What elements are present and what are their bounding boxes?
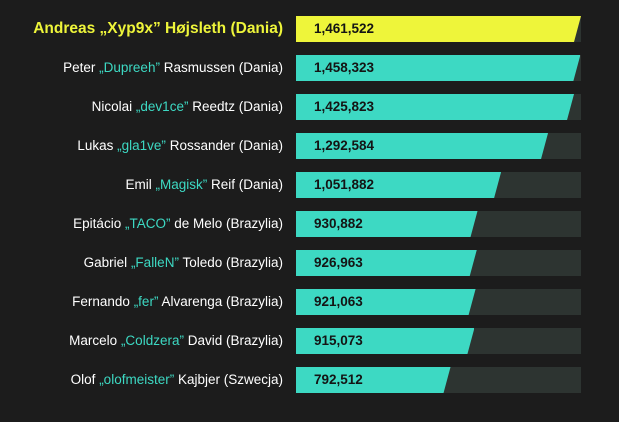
bar-track: 915,073 bbox=[296, 328, 581, 354]
player-label: Peter „Dupreeh” Rasmussen (Dania) bbox=[63, 55, 283, 81]
player-nickname: „Magisk” bbox=[155, 177, 208, 192]
player-surname-country: de Melo (Brazylia) bbox=[170, 216, 283, 231]
player-surname-country: Kajbjer (Szwecja) bbox=[174, 372, 283, 387]
bar bbox=[296, 133, 548, 159]
player-first-name: Andreas bbox=[33, 20, 100, 37]
bar-track: 1,425,823 bbox=[296, 94, 581, 120]
bar-track: 792,512 bbox=[296, 367, 581, 393]
player-nickname: „FalleN” bbox=[130, 255, 179, 270]
player-surname-country: Toledo (Brazylia) bbox=[178, 255, 283, 270]
player-label: Gabriel „FalleN” Toledo (Brazylia) bbox=[84, 250, 283, 276]
player-label: Nicolai „dev1ce” Reedtz (Dania) bbox=[92, 94, 283, 120]
player-nickname: „Coldzera” bbox=[120, 333, 184, 348]
bar bbox=[296, 94, 574, 120]
bar-row: Emil „Magisk” Reif (Dania) 1,051,882 bbox=[0, 172, 619, 198]
player-label: Emil „Magisk” Reif (Dania) bbox=[125, 172, 283, 198]
bar-track: 1,292,584 bbox=[296, 133, 581, 159]
bar-value-label: 1,051,882 bbox=[314, 177, 375, 192]
bar bbox=[296, 367, 451, 393]
player-surname-country: Alvarenga (Brazylia) bbox=[158, 294, 283, 309]
bar-value-label: 1,292,584 bbox=[314, 138, 375, 153]
bar bbox=[296, 55, 580, 81]
bar-track: 1,458,323 bbox=[296, 55, 581, 81]
player-label: Marcelo „Coldzera” David (Brazylia) bbox=[69, 328, 283, 354]
player-first-name: Fernando bbox=[72, 294, 134, 309]
bar-row: Peter „Dupreeh” Rasmussen (Dania) 1,458,3… bbox=[0, 55, 619, 81]
bar-row: Epitácio „TACO” de Melo (Brazylia) 930,88… bbox=[0, 211, 619, 237]
bar-row: Gabriel „FalleN” Toledo (Brazylia) 926,96… bbox=[0, 250, 619, 276]
bar-track: 1,461,522 bbox=[296, 16, 581, 42]
player-label: Olof „olofmeister” Kajbjer (Szwecja) bbox=[71, 367, 283, 393]
player-nickname: „TACO” bbox=[124, 216, 171, 231]
bar-value-label: 1,458,323 bbox=[314, 60, 375, 75]
player-nickname: „gla1ve” bbox=[117, 138, 166, 153]
player-surname-country: Rossander (Dania) bbox=[165, 138, 283, 153]
player-nickname: „dev1ce” bbox=[135, 99, 189, 114]
bar-track: 1,051,882 bbox=[296, 172, 581, 198]
player-first-name: Olof bbox=[70, 372, 100, 387]
player-label: Fernando „fer” Alvarenga (Brazylia) bbox=[72, 289, 283, 315]
bar-value-label: 921,063 bbox=[314, 294, 363, 309]
bar-value-label: 1,461,522 bbox=[314, 21, 375, 36]
bar-row: Fernando „fer” Alvarenga (Brazylia) 921,0… bbox=[0, 289, 619, 315]
player-nickname: „Dupreeh” bbox=[99, 60, 160, 75]
bar-row: Marcelo „Coldzera” David (Brazylia) 915,0… bbox=[0, 328, 619, 354]
player-first-name: Nicolai bbox=[91, 99, 136, 114]
player-first-name: Peter bbox=[63, 60, 100, 75]
bar-value-label: 1,425,823 bbox=[314, 99, 375, 114]
bar-value-label: 792,512 bbox=[314, 372, 363, 387]
bar-track: 930,882 bbox=[296, 211, 581, 237]
player-nickname: „olofmeister” bbox=[99, 372, 175, 387]
player-surname-country: Reedtz (Dania) bbox=[188, 99, 283, 114]
bar bbox=[296, 328, 474, 354]
bar bbox=[296, 250, 477, 276]
player-nickname: „Xyp9x” bbox=[99, 20, 161, 37]
bar bbox=[296, 172, 501, 198]
bar-track: 926,963 bbox=[296, 250, 581, 276]
bar-value-label: 915,073 bbox=[314, 333, 363, 348]
player-surname-country: David (Brazylia) bbox=[183, 333, 283, 348]
player-surname-country: Højsleth (Dania) bbox=[160, 20, 283, 37]
bar bbox=[296, 211, 478, 237]
player-surname-country: Rasmussen (Dania) bbox=[159, 60, 283, 75]
player-first-name: Epitácio bbox=[73, 216, 125, 231]
bar-value-label: 926,963 bbox=[314, 255, 363, 270]
player-surname-country: Reif (Dania) bbox=[207, 177, 283, 192]
player-label: Andreas „Xyp9x” Højsleth (Dania) bbox=[33, 16, 283, 42]
bar-row: Nicolai „dev1ce” Reedtz (Dania) 1,425,823 bbox=[0, 94, 619, 120]
player-label: Lukas „gla1ve” Rossander (Dania) bbox=[77, 133, 283, 159]
bar-value-label: 930,882 bbox=[314, 216, 363, 231]
player-first-name: Emil bbox=[125, 177, 156, 192]
player-first-name: Lukas bbox=[77, 138, 118, 153]
player-first-name: Marcelo bbox=[69, 333, 121, 348]
player-nickname: „fer” bbox=[133, 294, 159, 309]
bar-row: Andreas „Xyp9x” Højsleth (Dania) 1,461,52… bbox=[0, 16, 619, 42]
bar bbox=[296, 16, 581, 42]
player-first-name: Gabriel bbox=[83, 255, 131, 270]
bar bbox=[296, 289, 476, 315]
bar-row: Lukas „gla1ve” Rossander (Dania) 1,292,58… bbox=[0, 133, 619, 159]
bar-row: Olof „olofmeister” Kajbjer (Szwecja) 792,… bbox=[0, 367, 619, 393]
bar-track: 921,063 bbox=[296, 289, 581, 315]
player-label: Epitácio „TACO” de Melo (Brazylia) bbox=[73, 211, 283, 237]
